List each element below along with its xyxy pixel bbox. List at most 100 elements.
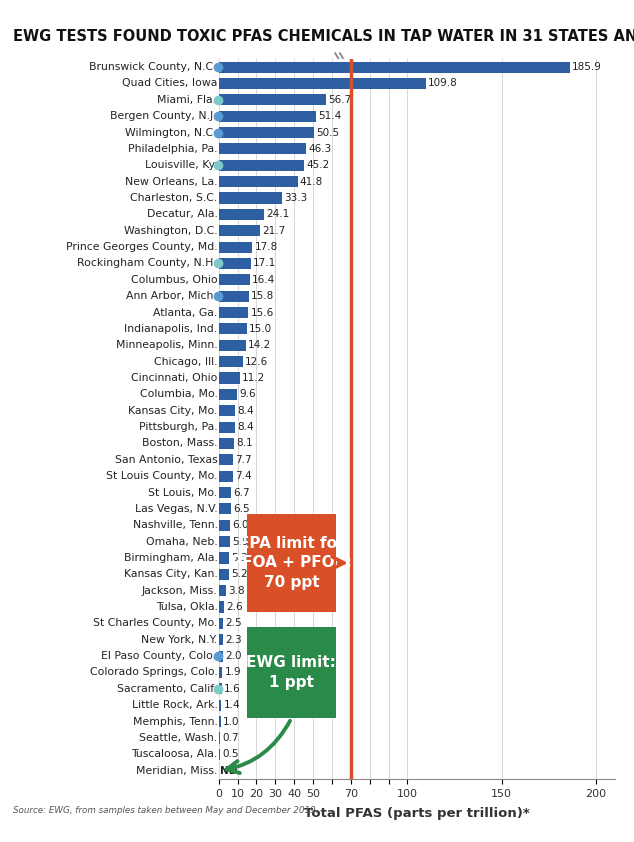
Text: St Charles County, Mo.: St Charles County, Mo. bbox=[93, 618, 217, 628]
Text: St Louis County, Mo.: St Louis County, Mo. bbox=[106, 472, 217, 481]
Bar bbox=[219, 160, 304, 171]
Text: 109.8: 109.8 bbox=[428, 78, 458, 88]
Text: Decatur, Ala.: Decatur, Ala. bbox=[146, 210, 217, 220]
Text: 8.4: 8.4 bbox=[237, 406, 254, 416]
Text: ND: ND bbox=[219, 765, 237, 775]
Text: Kansas City, Kan.: Kansas City, Kan. bbox=[124, 569, 217, 579]
Bar bbox=[219, 127, 314, 138]
Text: Minneapolis, Minn.: Minneapolis, Minn. bbox=[116, 340, 217, 350]
Text: Little Rock, Ark.: Little Rock, Ark. bbox=[132, 701, 217, 710]
Text: Columbia, Mo.: Columbia, Mo. bbox=[139, 389, 217, 399]
Text: New York, N.Y.: New York, N.Y. bbox=[141, 635, 217, 645]
Text: Rockingham County, N.H.: Rockingham County, N.H. bbox=[77, 258, 216, 269]
Bar bbox=[219, 733, 220, 743]
Text: 2.6: 2.6 bbox=[226, 602, 243, 612]
Text: 15.6: 15.6 bbox=[250, 307, 274, 317]
Text: 17.8: 17.8 bbox=[255, 242, 278, 252]
Text: EWG TESTS FOUND TOXIC PFAS CHEMICALS IN TAP WATER IN 31 STATES AND D.C.: EWG TESTS FOUND TOXIC PFAS CHEMICALS IN … bbox=[13, 29, 634, 45]
Text: Birmingham, Ala.: Birmingham, Ala. bbox=[124, 553, 217, 563]
Text: 11.2: 11.2 bbox=[242, 373, 266, 383]
Bar bbox=[219, 471, 233, 482]
Text: Sacramento, Calif.: Sacramento, Calif. bbox=[117, 684, 216, 694]
Bar bbox=[219, 143, 306, 154]
Text: 1.9: 1.9 bbox=[224, 668, 241, 678]
Bar bbox=[219, 372, 240, 384]
Bar bbox=[219, 536, 230, 547]
Text: Indianapolis, Ind.: Indianapolis, Ind. bbox=[124, 324, 217, 334]
Text: 8.4: 8.4 bbox=[237, 422, 254, 432]
Text: 6.0: 6.0 bbox=[232, 520, 249, 530]
Text: 12.6: 12.6 bbox=[245, 357, 268, 366]
Text: EPA limit for
PFOA + PFOS:
70 ppt: EPA limit for PFOA + PFOS: 70 ppt bbox=[231, 536, 352, 589]
Text: 9.6: 9.6 bbox=[239, 389, 256, 399]
Bar bbox=[219, 274, 250, 285]
Bar bbox=[219, 585, 226, 596]
Bar bbox=[219, 307, 248, 318]
Text: 17.1: 17.1 bbox=[253, 258, 276, 269]
Text: El Paso County, Colo.: El Paso County, Colo. bbox=[101, 651, 216, 661]
Text: 6.5: 6.5 bbox=[233, 504, 250, 514]
Text: Nashville, Tenn.: Nashville, Tenn. bbox=[133, 520, 217, 530]
Text: Tulsa, Okla.: Tulsa, Okla. bbox=[155, 602, 217, 612]
Bar bbox=[219, 487, 231, 498]
Bar bbox=[219, 389, 237, 400]
Bar bbox=[219, 356, 242, 367]
Bar bbox=[219, 209, 264, 220]
Text: Brunswick County, N.C.: Brunswick County, N.C. bbox=[89, 62, 216, 72]
Text: 0.5: 0.5 bbox=[222, 749, 238, 759]
Text: Source: EWG, from samples taken between May and December 2019.: Source: EWG, from samples taken between … bbox=[13, 806, 318, 815]
Bar bbox=[219, 601, 224, 613]
Text: San Antonio, Texas: San Antonio, Texas bbox=[115, 455, 217, 465]
Bar bbox=[219, 225, 260, 237]
Text: 15.0: 15.0 bbox=[249, 324, 273, 334]
Text: 1.6: 1.6 bbox=[224, 684, 241, 694]
Bar bbox=[219, 258, 251, 269]
FancyBboxPatch shape bbox=[247, 626, 336, 718]
Text: EWG limit:
1 ppt: EWG limit: 1 ppt bbox=[247, 655, 336, 690]
Bar bbox=[219, 651, 223, 662]
Bar bbox=[219, 405, 235, 416]
Text: 0.7: 0.7 bbox=[223, 733, 239, 743]
Text: Tuscaloosa, Ala.: Tuscaloosa, Ala. bbox=[131, 749, 217, 759]
Bar bbox=[219, 634, 223, 645]
Bar bbox=[219, 78, 426, 89]
Text: Louisville, Ky.: Louisville, Ky. bbox=[145, 160, 216, 170]
X-axis label: Total PFAS (parts per trillion)*: Total PFAS (parts per trillion)* bbox=[304, 807, 530, 820]
Bar bbox=[219, 667, 223, 678]
Bar bbox=[219, 700, 221, 711]
Text: 3.8: 3.8 bbox=[228, 586, 245, 595]
Text: New Orleans, La.: New Orleans, La. bbox=[125, 177, 217, 187]
Text: 1.0: 1.0 bbox=[223, 717, 240, 727]
Text: 2.3: 2.3 bbox=[225, 635, 242, 645]
Bar bbox=[219, 684, 222, 695]
Text: © Environmental Working Group: © Environmental Working Group bbox=[6, 825, 210, 835]
Text: Washington, D.C.: Washington, D.C. bbox=[124, 226, 217, 236]
Text: Charleston, S.C.: Charleston, S.C. bbox=[131, 193, 217, 203]
Text: Atlanta, Ga.: Atlanta, Ga. bbox=[153, 307, 217, 317]
Text: Seattle, Wash.: Seattle, Wash. bbox=[139, 733, 217, 743]
Text: 185.9: 185.9 bbox=[572, 62, 602, 72]
Text: 33.3: 33.3 bbox=[284, 193, 307, 203]
Bar bbox=[219, 339, 245, 351]
Bar bbox=[219, 552, 229, 563]
Bar bbox=[219, 110, 316, 122]
Text: Quad Cities, Iowa: Quad Cities, Iowa bbox=[122, 78, 217, 88]
Text: Ann Arbor, Mich.: Ann Arbor, Mich. bbox=[126, 291, 216, 301]
Bar bbox=[219, 422, 235, 433]
Text: Chicago, Ill.: Chicago, Ill. bbox=[154, 357, 217, 366]
Bar bbox=[219, 323, 247, 334]
Text: Colorado Springs, Colo.: Colorado Springs, Colo. bbox=[90, 668, 217, 678]
Text: 2.0: 2.0 bbox=[225, 651, 242, 661]
Text: 46.3: 46.3 bbox=[308, 144, 332, 154]
Text: Jackson, Miss.: Jackson, Miss. bbox=[142, 586, 217, 595]
Text: Pittsburgh, Pa.: Pittsburgh, Pa. bbox=[139, 422, 217, 432]
Bar bbox=[219, 618, 223, 629]
Text: Prince Georges County, Md.: Prince Georges County, Md. bbox=[66, 242, 217, 252]
Text: Kansas City, Mo.: Kansas City, Mo. bbox=[128, 406, 217, 416]
Bar bbox=[219, 454, 233, 466]
Bar bbox=[219, 716, 221, 727]
Text: 50.5: 50.5 bbox=[316, 128, 339, 137]
Text: Memphis, Tenn.: Memphis, Tenn. bbox=[133, 717, 217, 727]
Text: 15.8: 15.8 bbox=[251, 291, 274, 301]
Text: Philadelphia, Pa.: Philadelphia, Pa. bbox=[128, 144, 217, 154]
